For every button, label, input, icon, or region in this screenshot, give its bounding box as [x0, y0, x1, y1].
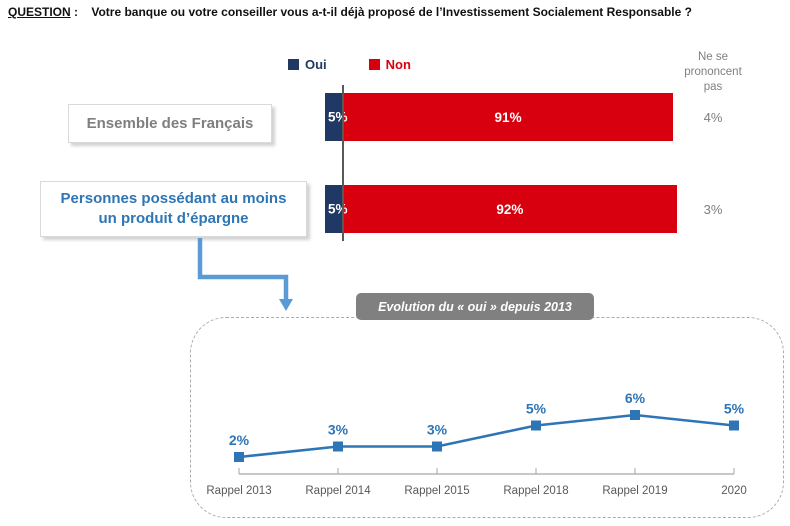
nsp-value-ensemble: 4%	[703, 109, 723, 125]
legend: Oui Non	[288, 57, 411, 72]
bar-epargnants: 5% 92%	[325, 185, 677, 233]
legend-swatch-non-icon	[368, 59, 380, 70]
evolution-category-label: Rappel 2014	[305, 485, 371, 497]
evolution-category-label: Rappel 2013	[206, 485, 271, 497]
evolution-point-marker	[234, 452, 244, 462]
bar-ensemble: 5% 91%	[325, 93, 673, 141]
evolution-category-label: Rappel 2018	[503, 485, 568, 497]
category-label-ensemble-text: Ensemble des Français	[86, 115, 254, 132]
evolution-category-label: 2020	[721, 485, 747, 497]
question-text: Votre banque ou votre conseiller vous a-…	[91, 5, 692, 19]
connector-arrowhead-icon	[279, 299, 293, 311]
evolution-category-label: Rappel 2019	[602, 485, 667, 497]
legend-label-oui: Oui	[305, 57, 327, 72]
evolution-point-marker	[333, 441, 343, 452]
evolution-title-text: Evolution du « oui » depuis 2013	[378, 299, 572, 314]
evolution-category-label: Rappel 2015	[404, 485, 469, 497]
bar-ensemble-segment-non: 91%	[343, 93, 673, 141]
evolution-title-badge: Evolution du « oui » depuis 2013	[356, 293, 594, 320]
evolution-value-label: 5%	[526, 401, 547, 417]
legend-item-oui: Oui	[288, 57, 327, 72]
nsp-column-header: Ne se prononcent pas	[684, 51, 742, 93]
bar-ensemble-non-label: 91%	[494, 109, 522, 125]
bar-epargnants-oui-label: 5%	[328, 201, 348, 217]
bar-epargnants-non-label: 92%	[496, 201, 524, 217]
bar-epargnants-segment-non: 92%	[343, 185, 677, 233]
evolution-value-label: 5%	[724, 401, 745, 417]
question-label: QUESTION	[8, 5, 71, 19]
legend-item-non: Non	[368, 57, 411, 72]
evolution-value-label: 6%	[625, 390, 646, 406]
evolution-point-marker	[531, 420, 541, 431]
evolution-point-marker	[432, 441, 442, 452]
axis-divider-line	[342, 85, 344, 241]
category-label-ensemble: Ensemble des Français	[68, 104, 272, 143]
legend-label-non: Non	[385, 57, 411, 72]
bar-ensemble-oui-label: 5%	[328, 109, 348, 125]
question: QUESTION : Votre banque ou votre conseil…	[8, 5, 692, 19]
evolution-point-marker	[729, 420, 739, 431]
nsp-value-epargnants: 3%	[703, 201, 723, 217]
category-label-epargnants-text: Personnes possédant au moins un produit …	[60, 189, 287, 227]
evolution-series-line	[238, 413, 735, 459]
evolution-value-label: 2%	[229, 432, 250, 448]
category-label-epargnants: Personnes possédant au moins un produit …	[40, 181, 307, 237]
connector-arrow-line	[197, 238, 289, 300]
evolution-value-label: 3%	[328, 422, 349, 438]
legend-swatch-oui-icon	[288, 59, 299, 70]
bar-epargnants-segment-oui: 5%	[325, 185, 348, 233]
bar-ensemble-segment-oui: 5%	[325, 93, 348, 141]
question-colon: :	[70, 5, 79, 19]
evolution-line-chart: 2% 3% 3% 5% 6% 5% Rappel 2013 Rappel 2014 Rappel…	[206, 390, 747, 497]
evolution-point-marker	[630, 410, 640, 420]
evolution-value-label: 3%	[427, 422, 448, 438]
evolution-panel: 2% 3% 3% 5% 6% 5% Rappel 2013 Rappel 2014 Rappel…	[190, 317, 784, 518]
